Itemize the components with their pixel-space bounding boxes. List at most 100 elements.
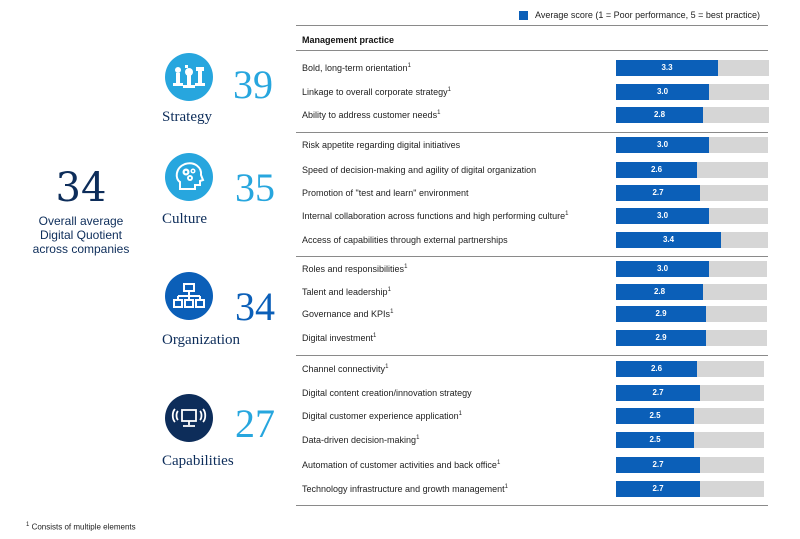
legend-swatch [519,11,528,20]
practice-label-text: Roles and responsibilities [302,264,405,274]
bar-value-label: 3.4 [662,235,675,244]
practice-label: Digital investment1 [302,333,376,343]
practice-label-text: Digital investment [302,333,374,343]
footnote-mark: 1 [496,460,501,466]
footnote-mark: 1 [504,484,508,490]
practice-label: Technology infrastructure and growth man… [302,484,508,494]
practice-label: Bold, long-term orientation1 [302,63,411,73]
section-divider [296,355,768,356]
practice-label: Automation of customer activities and ba… [302,460,500,470]
practice-label: Ability to address customer needs1 [302,110,440,120]
footnote-mark: 1 [390,309,394,315]
practice-label: Speed of decision-making and agility of … [302,165,536,175]
practice-label: Talent and leadership1 [302,287,391,297]
practice-label: Digital content creation/innovation stra… [302,388,472,398]
bar-value-label: 2.7 [652,188,664,197]
category-score-organization: 34 [235,284,275,329]
practice-label-text: Promotion of "test and learn" environmen… [302,188,469,198]
bar [616,232,721,248]
footnote-mark: 1 [447,87,451,93]
bar [616,60,718,76]
footnote-mark: 1 [565,211,569,217]
category-name-strategy: Strategy [162,109,212,125]
bar-value-label: 3.0 [656,211,669,220]
overall-label-line: Digital Quotient [39,228,123,242]
footnote-mark: 1 [407,63,411,69]
bar [616,330,706,346]
head-gears-icon [165,153,213,201]
practice-label: Channel connectivity1 [302,364,388,374]
practice-label-text: Talent and leadership [302,287,388,297]
bar-value-label: 2.7 [652,388,664,397]
bar [616,361,697,377]
column-header: Management practice [302,35,395,45]
footnote-mark: 1 [458,411,462,417]
footnote-text: Consists of multiple elements [31,522,136,532]
bar [616,306,706,322]
footnote-marker: 1 [26,522,30,528]
bar [616,432,694,448]
practice-label: Digital customer experience application1 [302,411,462,421]
bar-value-label: 3.3 [661,63,673,72]
bar [616,261,709,277]
header-rule [296,50,768,51]
bar-value-label: 3.0 [656,87,669,96]
bar [616,284,703,300]
bar-value-label: 2.9 [655,309,667,318]
bar-value-label: 2.7 [652,460,664,469]
bar-value-label: 3.0 [656,140,669,149]
legend-label: Average score (1 = Poor performance, 5 =… [535,10,760,20]
bar [616,457,700,473]
bar-value-label: 2.6 [650,364,663,373]
bar-value-label: 2.7 [652,484,664,493]
bar [616,208,709,224]
practice-label-text: Automation of customer activities and ba… [302,460,497,470]
bar-value-label: 2.5 [649,435,661,444]
chess-pieces-icon [165,53,213,101]
footnote-mark: 1 [416,435,420,441]
category-name-culture: Culture [162,211,207,227]
practice-label-text: Digital content creation/innovation stra… [302,388,472,398]
practice-label: Linkage to overall corporate strategy1 [302,87,451,97]
bar [616,137,709,153]
bar [616,408,694,424]
footnote-mark: 1 [404,264,408,270]
footnote-mark: 1 [437,110,441,116]
bar [616,107,703,123]
bar-value-label: 2.5 [649,411,661,420]
bar-value-label: 2.6 [650,165,663,174]
bottom-rule [296,505,768,506]
practice-label-text: Bold, long-term orientation [302,63,408,73]
footnote-mark: 1 [387,287,391,293]
category-name-organization: Organization [162,332,241,348]
category-score-capabilities: 27 [235,401,275,446]
practice-label-text: Digital customer experience application [302,411,459,421]
bar-value-label: 2.8 [653,287,666,296]
bar-value-label: 2.8 [653,110,666,119]
category-name-capabilities: Capabilities [162,453,234,469]
bar-value-label: 3.0 [656,264,669,273]
practice-label-text: Risk appetite regarding digital initiati… [302,140,461,150]
footnote: 1 Consists of multiple elements [26,522,136,532]
bar [616,84,709,100]
practice-label-text: Speed of decision-making and agility of … [302,165,537,175]
category-score-strategy: 39 [233,62,273,107]
overall-label: Overall average Digital Quotient across … [26,214,136,256]
practice-label-text: Channel connectivity [302,364,386,374]
practice-label-text: Technology infrastructure and growth man… [302,484,505,494]
bar [616,481,700,497]
overall-score: 34 [55,165,107,211]
practice-label-text: Linkage to overall corporate strategy [302,87,448,97]
bar [616,185,700,201]
bar-value-label: 2.9 [655,333,667,342]
practice-label: Promotion of "test and learn" environmen… [302,188,468,198]
section-divider [296,132,768,133]
overall-label-line: across companies [32,242,130,256]
practice-label: Internal collaboration across functions … [302,211,569,221]
category-score-culture: 35 [235,165,275,210]
org-chart-icon [165,272,213,320]
overall-label-line: Overall average [38,214,124,228]
practice-label-text: Access of capabilities through external … [302,235,508,245]
section-divider [296,256,768,257]
footnote-mark: 1 [385,364,389,370]
